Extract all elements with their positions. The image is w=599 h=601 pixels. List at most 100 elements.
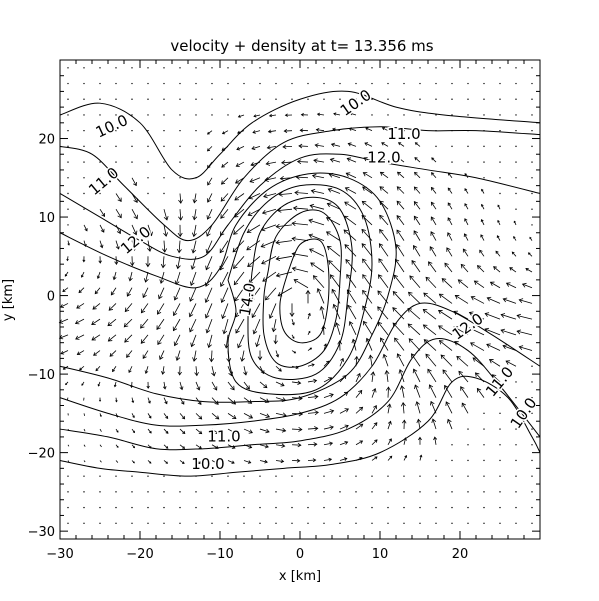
- velocity-arrow: [387, 421, 392, 430]
- velocity-arrowhead: [408, 291, 413, 297]
- velocity-arrowhead: [497, 219, 500, 223]
- velocity-arrowhead: [373, 404, 377, 410]
- velocity-dot: [179, 145, 181, 148]
- velocity-dot: [515, 459, 517, 462]
- velocity-arrow: [355, 440, 363, 446]
- velocity-arrowhead: [163, 232, 169, 237]
- velocity-arrow: [131, 413, 135, 418]
- velocity-arrow: [234, 287, 245, 302]
- velocity-arrowhead: [191, 248, 197, 254]
- velocity-arrowhead: [480, 203, 484, 207]
- velocity-dot: [67, 506, 69, 509]
- velocity-arrow: [333, 304, 341, 320]
- velocity-dot: [531, 396, 533, 399]
- velocity-dot: [483, 82, 485, 85]
- velocity-arrowhead: [387, 420, 392, 425]
- velocity-arrowhead: [117, 197, 122, 203]
- velocity-arrow: [162, 256, 165, 268]
- velocity-dot: [451, 161, 453, 163]
- velocity-arrowhead: [221, 131, 226, 135]
- velocity-arrowhead: [278, 368, 282, 372]
- velocity-arrow: [339, 458, 347, 461]
- velocity-arrow: [123, 318, 133, 328]
- velocity-arrow: [355, 423, 363, 430]
- velocity-arrow: [227, 413, 237, 419]
- velocity-arrowhead: [207, 343, 212, 349]
- velocity-arrow: [464, 233, 469, 241]
- velocity-arrowhead: [206, 148, 211, 152]
- velocity-arrowhead: [192, 357, 198, 362]
- velocity-arrow: [487, 297, 501, 304]
- velocity-arrowhead: [414, 171, 418, 176]
- velocity-dot: [291, 491, 293, 493]
- velocity-arrow: [328, 188, 341, 194]
- velocity-arrow: [275, 381, 285, 387]
- velocity-dot: [515, 129, 517, 132]
- velocity-arrow: [462, 248, 469, 257]
- velocity-arrowhead: [346, 289, 352, 294]
- velocity-arrowhead: [206, 215, 212, 220]
- velocity-arrow: [75, 334, 85, 340]
- velocity-arrowhead: [148, 415, 152, 419]
- velocity-dot: [387, 475, 389, 477]
- velocity-arrow: [398, 142, 405, 147]
- velocity-dot: [531, 82, 533, 85]
- velocity-arrowhead: [430, 216, 435, 221]
- velocity-dot: [259, 506, 261, 509]
- velocity-dot: [243, 491, 245, 493]
- velocity-arrow: [243, 428, 253, 434]
- velocity-arrowhead: [329, 425, 334, 430]
- velocity-arrowhead: [422, 308, 428, 314]
- velocity-arrowhead: [313, 158, 318, 164]
- velocity-dot: [243, 98, 245, 100]
- velocity-dot: [467, 491, 469, 493]
- velocity-arrowhead: [481, 188, 484, 192]
- velocity-arrow: [163, 224, 167, 237]
- velocity-dot: [211, 522, 213, 524]
- velocity-arrowhead: [359, 423, 364, 428]
- velocity-arrowhead: [461, 402, 466, 408]
- velocity-dot: [515, 475, 517, 477]
- velocity-arrow: [431, 187, 437, 194]
- velocity-arrowhead: [233, 230, 238, 235]
- contour-line-12.5: [59, 172, 397, 403]
- velocity-arrowhead: [359, 440, 364, 444]
- velocity-arrowhead: [505, 282, 511, 287]
- velocity-dot: [515, 491, 517, 493]
- velocity-dot: [467, 161, 469, 163]
- velocity-dot: [99, 522, 101, 524]
- velocity-arrowhead: [179, 386, 184, 391]
- velocity-dot: [323, 67, 325, 69]
- velocity-arrowhead: [489, 281, 495, 286]
- velocity-dot: [531, 475, 533, 477]
- velocity-arrow: [348, 143, 357, 147]
- velocity-dot: [531, 161, 533, 163]
- velocity-dot: [131, 491, 133, 493]
- velocity-arrowhead: [112, 276, 117, 281]
- velocity-arrow: [502, 345, 517, 351]
- velocity-arrow: [423, 292, 437, 304]
- velocity-arrowhead: [159, 355, 164, 361]
- velocity-dot: [163, 475, 165, 477]
- velocity-arrow: [460, 386, 469, 398]
- velocity-arrowhead: [164, 400, 168, 405]
- velocity-arrow: [145, 366, 149, 374]
- y-tick-label: −20: [28, 447, 55, 462]
- velocity-dot: [531, 459, 533, 462]
- velocity-arrowhead: [431, 157, 435, 161]
- velocity-arrow: [131, 209, 138, 219]
- velocity-arrowhead: [107, 321, 113, 327]
- velocity-arrow: [262, 208, 277, 214]
- velocity-arrow: [365, 127, 373, 132]
- velocity-arrowhead: [205, 328, 211, 334]
- velocity-dot: [515, 381, 517, 383]
- velocity-arrow: [156, 318, 165, 330]
- velocity-arrow: [387, 438, 392, 445]
- velocity-arrowhead: [214, 461, 219, 464]
- velocity-arrow: [263, 193, 277, 198]
- velocity-dot: [339, 506, 341, 509]
- velocity-arrowhead: [411, 260, 416, 265]
- velocity-arrow: [195, 413, 202, 420]
- velocity-dot: [531, 444, 533, 446]
- velocity-dot: [83, 145, 85, 148]
